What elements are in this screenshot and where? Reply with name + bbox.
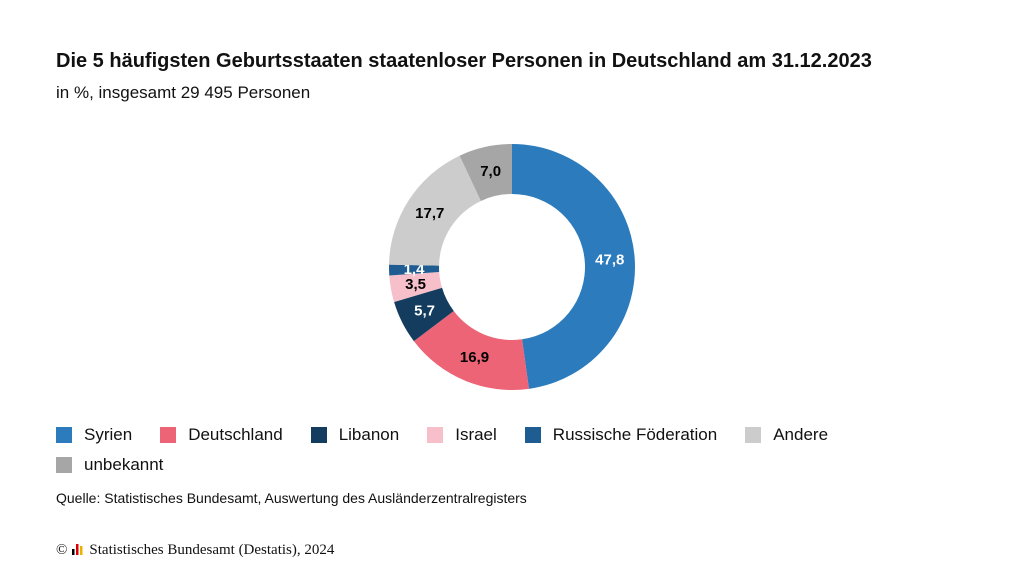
- legend-swatch: [56, 457, 72, 473]
- chart-subtitle: in %, insgesamt 29 495 Personen: [56, 83, 311, 102]
- legend-item: unbekannt: [56, 454, 163, 476]
- slice-label-unbekannt: 7,0: [480, 163, 501, 180]
- slice-deutschland: [413, 311, 529, 390]
- legend-label: Libanon: [338, 425, 400, 444]
- legend-label: unbekannt: [84, 455, 164, 474]
- legend-swatch: [427, 427, 444, 443]
- donut-chart: 47,816,95,73,51,417,77,0: [388, 144, 635, 390]
- slice-label-libanon: 5,7: [414, 303, 435, 320]
- legend-item: Andere: [745, 424, 828, 446]
- copyright-text: Statistisches Bundesamt (Destatis), 2024: [89, 542, 335, 558]
- legend-swatch: [160, 427, 177, 443]
- legend-swatch: [56, 427, 72, 443]
- chart-legend: Syrien Deutschland Libanon Israel Russische …: [56, 424, 956, 476]
- legend-label: Syrien: [84, 425, 133, 444]
- slice-syrien: [512, 144, 635, 389]
- slice-label-syrien: 47,8: [595, 252, 624, 269]
- legend-label: Deutschland: [188, 425, 283, 444]
- slice-israel: [389, 272, 443, 303]
- slice-label-israel: 3,5: [405, 276, 426, 293]
- destatis-logo-icon: [71, 541, 85, 560]
- copyright-line: © Statistisches Bundesamt (Destatis), 20…: [56, 541, 334, 560]
- slice-unbekannt: [459, 144, 512, 201]
- chart-title: Die 5 häufigsten Geburtsstaaten staatenl…: [56, 50, 872, 72]
- slice-label-deutschland: 16,9: [460, 349, 489, 366]
- slice-andere: [389, 155, 481, 266]
- legend-item: Israel: [427, 424, 497, 446]
- slice-russische-föderation: [388, 264, 440, 276]
- legend-swatch: [310, 427, 327, 443]
- copyright-symbol: ©: [56, 542, 68, 558]
- legend-label: Russische Föderation: [552, 425, 718, 444]
- legend-label: Andere: [773, 425, 829, 444]
- source-note: Quelle: Statistisches Bundesamt, Auswert…: [56, 490, 527, 506]
- slice-label-andere: 17,7: [415, 205, 444, 222]
- legend-item: Russische Föderation: [524, 424, 718, 446]
- legend-item: Deutschland: [160, 424, 283, 446]
- legend-swatch: [745, 427, 762, 443]
- legend-label: Israel: [455, 425, 497, 444]
- slice-libanon: [394, 287, 454, 342]
- legend-item: Libanon: [310, 424, 400, 446]
- legend-swatch: [524, 427, 541, 443]
- legend-item: Syrien: [56, 424, 132, 446]
